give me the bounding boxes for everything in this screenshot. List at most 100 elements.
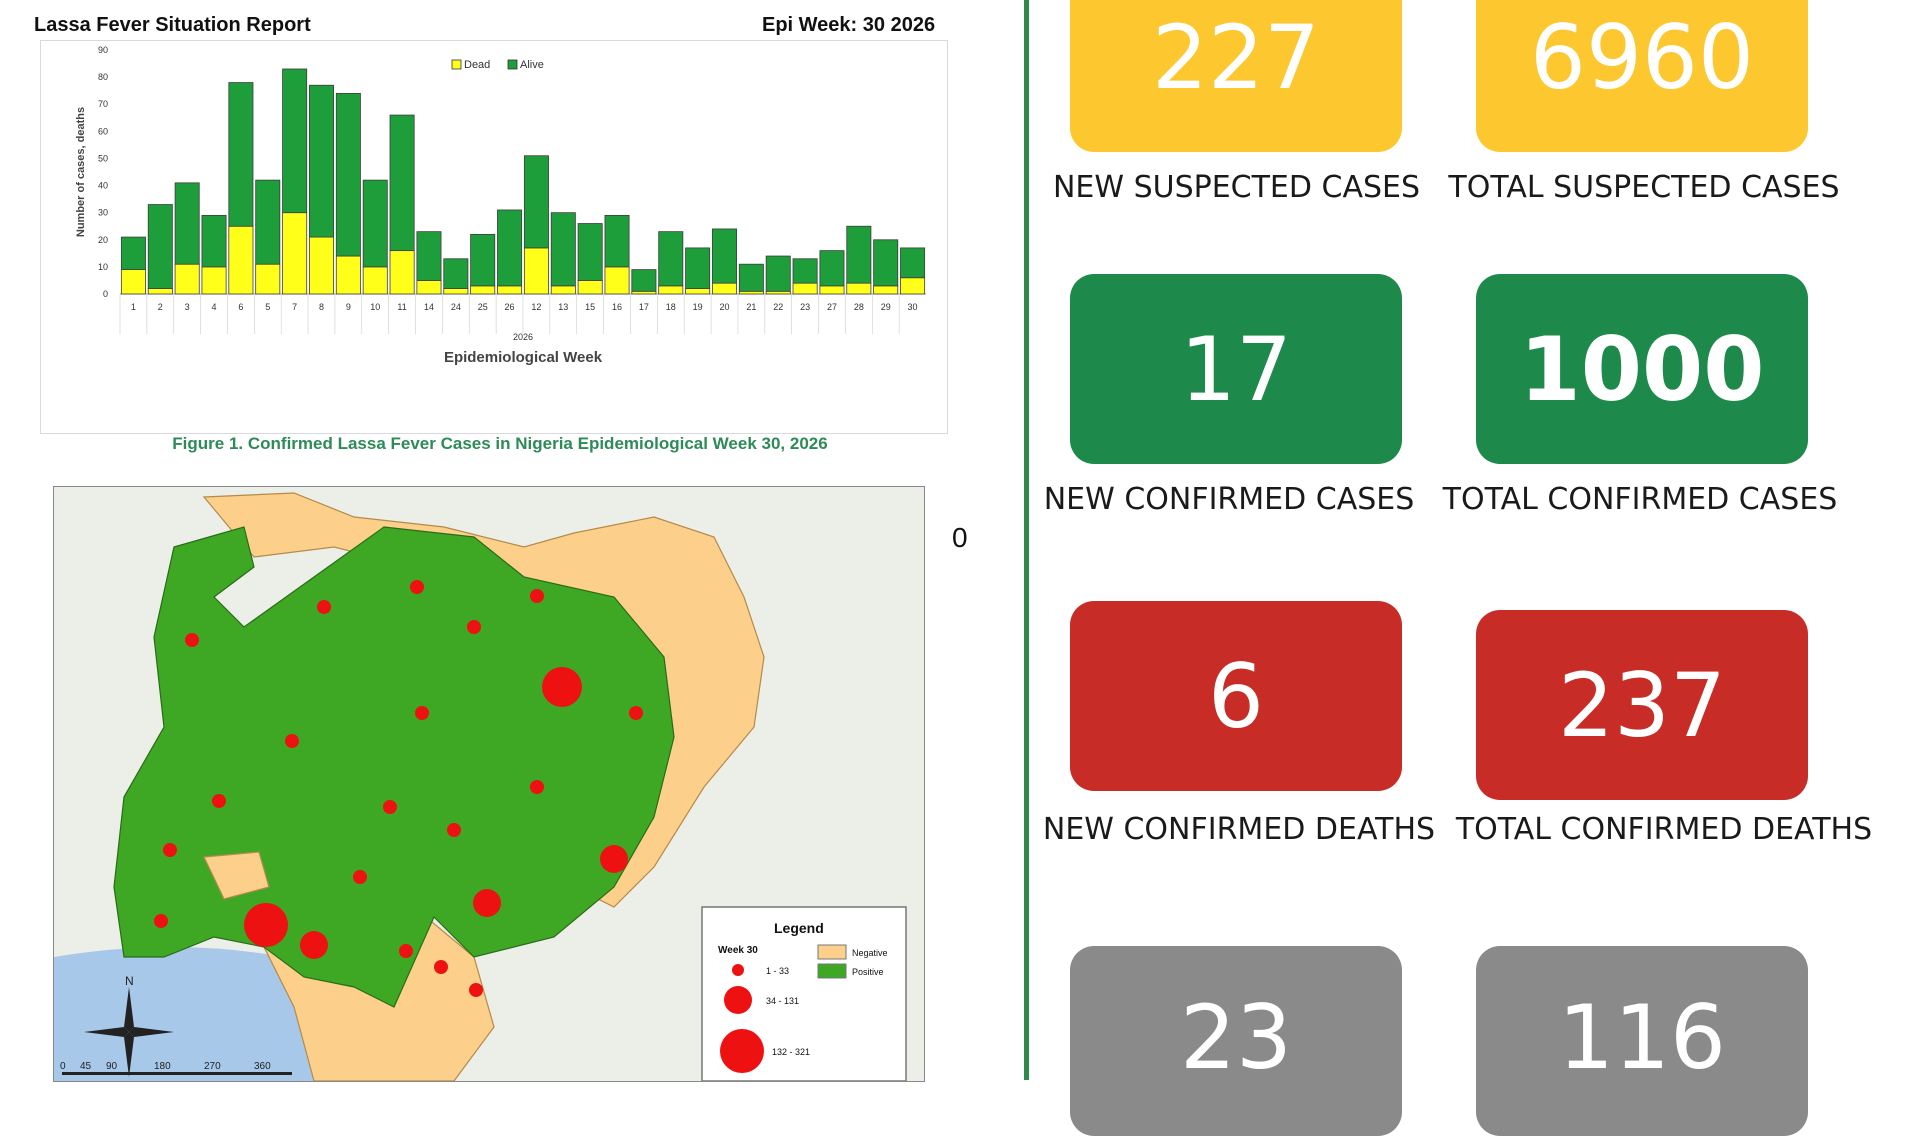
bottom-left-value: 23 [1180, 986, 1292, 1089]
x-tick-label: 5 [265, 302, 270, 312]
bar-alive [738, 263, 764, 292]
scale-label: 45 [80, 1061, 92, 1072]
bar-dead [497, 285, 523, 295]
case-dot [434, 960, 448, 974]
bar-dead [416, 280, 442, 295]
bar-alive [873, 239, 899, 287]
bottom-right-value: 116 [1558, 986, 1726, 1089]
legend-dot-large [720, 1029, 764, 1073]
bar-dead [846, 282, 872, 295]
bar-alive [228, 82, 254, 227]
y-tick-label: 20 [98, 235, 108, 245]
case-dot [469, 983, 483, 997]
x-tick-label: 28 [854, 302, 864, 312]
legend-label-dead: Dead [464, 59, 490, 71]
y-tick-label: 70 [98, 99, 108, 109]
y-tick-label: 80 [98, 72, 108, 82]
case-dot-medium [300, 931, 328, 959]
north-label: N [125, 974, 134, 988]
x-tick-label: 1 [131, 302, 136, 312]
map-region-negative-enclave [203, 851, 270, 900]
panel-divider [1024, 0, 1029, 1080]
scale-label: 0 [60, 1061, 66, 1072]
legend-title: Legend [774, 920, 824, 936]
bar-alive [550, 212, 576, 287]
x-tick-label: 9 [346, 302, 351, 312]
bar-dead [819, 285, 845, 295]
new-confirmed-card: 17 [1070, 274, 1402, 464]
bar-alive [362, 179, 388, 268]
total-suspected-value: 6960 [1530, 5, 1754, 109]
case-dot [383, 800, 397, 814]
bar-alive [120, 236, 146, 270]
scale-label: 180 [154, 1061, 171, 1072]
bar-alive [792, 258, 818, 284]
legend-size-medium: 34 - 131 [766, 996, 799, 1006]
y-tick-label: 40 [98, 181, 108, 191]
case-dot [415, 706, 429, 720]
bar-alive [309, 84, 334, 238]
stats-panel: 227 NEW SUSPECTED CASES 6960 TOTAL SUSPE… [1029, 0, 1920, 1136]
bar-dead [900, 277, 926, 295]
total-confirmed-label: TOTAL CONFIRMED CASES [1442, 482, 1838, 517]
bar-dead [309, 236, 334, 295]
legend-dot-medium [724, 986, 752, 1014]
bar-alive [201, 214, 227, 268]
case-dot [410, 580, 424, 594]
x-tick-label: 6 [238, 302, 243, 312]
bar-dead [631, 290, 657, 295]
legend-label-alive: Alive [520, 59, 544, 71]
case-dot [530, 780, 544, 794]
x-tick-label: 22 [773, 302, 783, 312]
report-panel: Lassa Fever Situation Report Epi Week: 3… [0, 0, 1000, 1082]
bottom-right-card: 116 [1476, 946, 1808, 1136]
bar-dead [282, 212, 308, 295]
bar-dead [362, 266, 388, 295]
case-dot [154, 914, 168, 928]
x-tick-label: 29 [881, 302, 891, 312]
x-tick-label: 12 [531, 302, 541, 312]
x-tick-label: 13 [558, 302, 568, 312]
bar-dead [228, 225, 254, 295]
bar-dead [120, 269, 146, 295]
bar-dead [174, 263, 200, 295]
bar-alive [282, 68, 308, 214]
x-tick-label: 4 [212, 302, 217, 312]
case-dot-medium [600, 845, 628, 873]
bar-dead [550, 285, 576, 295]
legend-positive-label: Positive [852, 967, 884, 977]
bar-alive [846, 225, 872, 284]
bar-alive [604, 214, 630, 268]
bar-dead [443, 288, 469, 295]
bar-alive [443, 258, 469, 289]
legend-dot-small [732, 964, 744, 976]
bar-dead [255, 263, 281, 295]
x-tick-label: 26 [505, 302, 515, 312]
bar-alive [497, 209, 523, 287]
x-tick-label: 30 [908, 302, 918, 312]
nigeria-map: N 0 45 90 180 270 360 Legend Week 30 1 -… [53, 486, 925, 1082]
x-tick-label: 21 [746, 302, 756, 312]
legend-week: Week 30 [718, 945, 758, 956]
north-arrow-icon: N [84, 974, 174, 1077]
legend-swatch-negative [817, 944, 847, 960]
new-deaths-value: 6 [1208, 644, 1264, 748]
case-dot [447, 823, 461, 837]
x-tick-label: 15 [585, 302, 595, 312]
bar-dead [658, 285, 684, 295]
bar-dead [792, 282, 818, 295]
bar-alive [147, 204, 173, 289]
epi-week-label: Epi Week: 30 2026 [762, 14, 936, 36]
side-value: 0 [952, 522, 968, 553]
y-tick-label: 90 [98, 45, 108, 55]
report-title: Lassa Fever Situation Report [34, 14, 311, 36]
scale-label: 360 [254, 1061, 271, 1072]
legend-swatch-dead [451, 59, 462, 70]
y-tick-label: 0 [103, 289, 108, 299]
x-tick-label: 16 [612, 302, 622, 312]
case-dot [317, 600, 331, 614]
total-suspected-label: TOTAL SUSPECTED CASES [1448, 170, 1840, 205]
y-tick-label: 30 [98, 208, 108, 218]
case-dot [185, 633, 199, 647]
